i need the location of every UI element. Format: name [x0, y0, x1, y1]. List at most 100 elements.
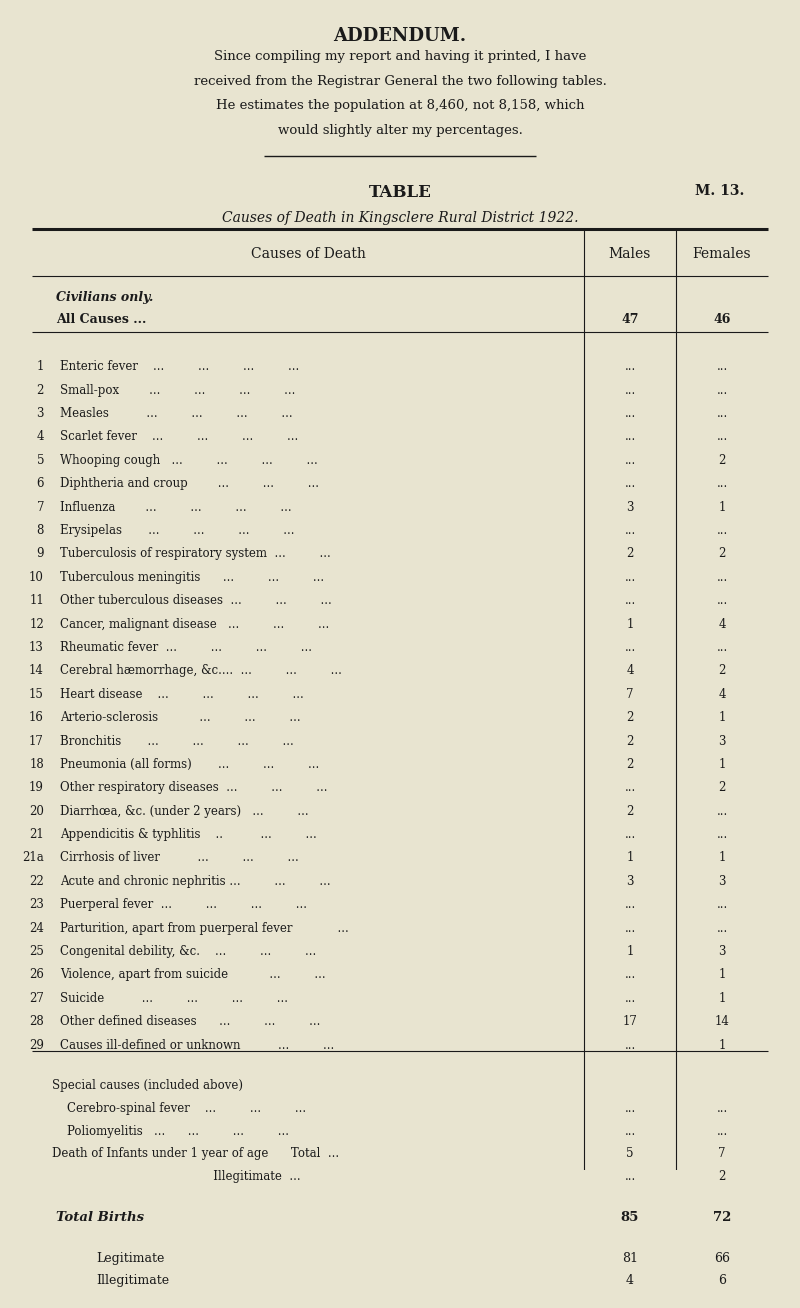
Text: 1: 1: [718, 757, 726, 770]
Text: 46: 46: [714, 314, 730, 327]
Text: Tuberculous meningitis      ...         ...         ...: Tuberculous meningitis ... ... ...: [60, 570, 324, 583]
Text: ...: ...: [624, 1125, 636, 1138]
Text: ADDENDUM.: ADDENDUM.: [334, 27, 466, 44]
Text: 6: 6: [37, 477, 44, 490]
Text: 2: 2: [626, 547, 634, 560]
Text: 1: 1: [37, 360, 44, 373]
Text: 28: 28: [30, 1015, 44, 1028]
Text: 15: 15: [29, 688, 44, 701]
Text: Special causes (included above): Special causes (included above): [52, 1079, 243, 1092]
Text: ...: ...: [624, 594, 636, 607]
Text: would slightly alter my percentages.: would slightly alter my percentages.: [278, 124, 522, 137]
Text: 14: 14: [29, 664, 44, 678]
Text: 72: 72: [713, 1211, 731, 1224]
Text: 4: 4: [626, 664, 634, 678]
Text: ...: ...: [716, 922, 728, 935]
Text: ...: ...: [716, 804, 728, 818]
Text: 2: 2: [718, 454, 726, 467]
Text: 11: 11: [30, 594, 44, 607]
Text: ...: ...: [624, 641, 636, 654]
Text: Other tuberculous diseases  ...         ...         ...: Other tuberculous diseases ... ... ...: [60, 594, 332, 607]
Text: Cerebro-spinal fever    ...         ...         ...: Cerebro-spinal fever ... ... ...: [52, 1101, 306, 1114]
Text: Legitimate: Legitimate: [96, 1252, 164, 1265]
Text: ...: ...: [716, 828, 728, 841]
Text: ...: ...: [624, 991, 636, 1005]
Text: ...: ...: [624, 525, 636, 538]
Text: Causes ill-defined or unknown          ...         ...: Causes ill-defined or unknown ... ...: [60, 1039, 334, 1052]
Text: ...: ...: [624, 899, 636, 912]
Text: 21a: 21a: [22, 852, 44, 865]
Text: 9: 9: [37, 547, 44, 560]
Text: Since compiling my report and having it printed, I have: Since compiling my report and having it …: [214, 50, 586, 63]
Text: 13: 13: [29, 641, 44, 654]
Text: 21: 21: [30, 828, 44, 841]
Text: Measles          ...         ...         ...         ...: Measles ... ... ... ...: [60, 407, 293, 420]
Text: He estimates the population at 8,460, not 8,158, which: He estimates the population at 8,460, no…: [216, 99, 584, 112]
Text: Heart disease    ...         ...         ...         ...: Heart disease ... ... ... ...: [60, 688, 304, 701]
Text: ...: ...: [624, 360, 636, 373]
Text: Appendicitis & typhlitis    ..          ...         ...: Appendicitis & typhlitis .. ... ...: [60, 828, 317, 841]
Text: 2: 2: [626, 804, 634, 818]
Text: ...: ...: [716, 641, 728, 654]
Text: Erysipelas       ...         ...         ...         ...: Erysipelas ... ... ... ...: [60, 525, 294, 538]
Text: 7: 7: [37, 501, 44, 514]
Text: ...: ...: [716, 899, 728, 912]
Text: 2: 2: [626, 757, 634, 770]
Text: 47: 47: [622, 314, 638, 327]
Text: Rheumatic fever  ...         ...         ...         ...: Rheumatic fever ... ... ... ...: [60, 641, 312, 654]
Text: Males: Males: [609, 247, 651, 260]
Text: Civilians only.: Civilians only.: [56, 292, 154, 305]
Text: 27: 27: [29, 991, 44, 1005]
Text: ...: ...: [716, 594, 728, 607]
Text: 20: 20: [29, 804, 44, 818]
Text: ...: ...: [624, 781, 636, 794]
Text: Small-pox        ...         ...         ...         ...: Small-pox ... ... ... ...: [60, 383, 295, 396]
Text: Suicide          ...         ...         ...         ...: Suicide ... ... ... ...: [60, 991, 288, 1005]
Text: ...: ...: [716, 360, 728, 373]
Text: ...: ...: [624, 407, 636, 420]
Text: 24: 24: [29, 922, 44, 935]
Text: Other respiratory diseases  ...         ...         ...: Other respiratory diseases ... ... ...: [60, 781, 327, 794]
Text: ...: ...: [716, 407, 728, 420]
Text: 22: 22: [30, 875, 44, 888]
Text: 23: 23: [29, 899, 44, 912]
Text: 3: 3: [718, 875, 726, 888]
Text: Cerebral hæmorrhage, &c....  ...         ...         ...: Cerebral hæmorrhage, &c.... ... ... ...: [60, 664, 342, 678]
Text: 3: 3: [718, 735, 726, 747]
Text: ...: ...: [624, 570, 636, 583]
Text: All Causes ...: All Causes ...: [56, 314, 146, 327]
Text: 2: 2: [626, 735, 634, 747]
Text: 2: 2: [718, 1171, 726, 1184]
Text: 85: 85: [621, 1211, 639, 1224]
Text: Whooping cough   ...         ...         ...         ...: Whooping cough ... ... ... ...: [60, 454, 318, 467]
Text: 17: 17: [29, 735, 44, 747]
Text: 81: 81: [622, 1252, 638, 1265]
Text: ...: ...: [624, 1171, 636, 1184]
Text: 14: 14: [714, 1015, 730, 1028]
Text: Cirrhosis of liver          ...         ...         ...: Cirrhosis of liver ... ... ...: [60, 852, 298, 865]
Text: ...: ...: [624, 968, 636, 981]
Text: 4: 4: [718, 617, 726, 630]
Text: 1: 1: [626, 852, 634, 865]
Text: 7: 7: [718, 1147, 726, 1160]
Text: 5: 5: [626, 1147, 634, 1160]
Text: ...: ...: [624, 1101, 636, 1114]
Text: ...: ...: [716, 525, 728, 538]
Text: 7: 7: [626, 688, 634, 701]
Text: 1: 1: [718, 991, 726, 1005]
Text: ...: ...: [624, 383, 636, 396]
Text: 12: 12: [30, 617, 44, 630]
Text: 2: 2: [718, 664, 726, 678]
Text: ...: ...: [624, 477, 636, 490]
Text: 3: 3: [626, 501, 634, 514]
Text: 1: 1: [718, 1039, 726, 1052]
Text: 1: 1: [718, 712, 726, 725]
Text: 29: 29: [29, 1039, 44, 1052]
Text: Causes of Death in Kingsclere Rural District 1922.: Causes of Death in Kingsclere Rural Dist…: [222, 211, 578, 225]
Text: 17: 17: [622, 1015, 638, 1028]
Text: Total Births: Total Births: [56, 1211, 144, 1224]
Text: Bronchitis       ...         ...         ...         ...: Bronchitis ... ... ... ...: [60, 735, 294, 747]
Text: ...: ...: [624, 454, 636, 467]
Text: Poliomyelitis   ...      ...         ...         ...: Poliomyelitis ... ... ... ...: [52, 1125, 289, 1138]
Text: 2: 2: [37, 383, 44, 396]
